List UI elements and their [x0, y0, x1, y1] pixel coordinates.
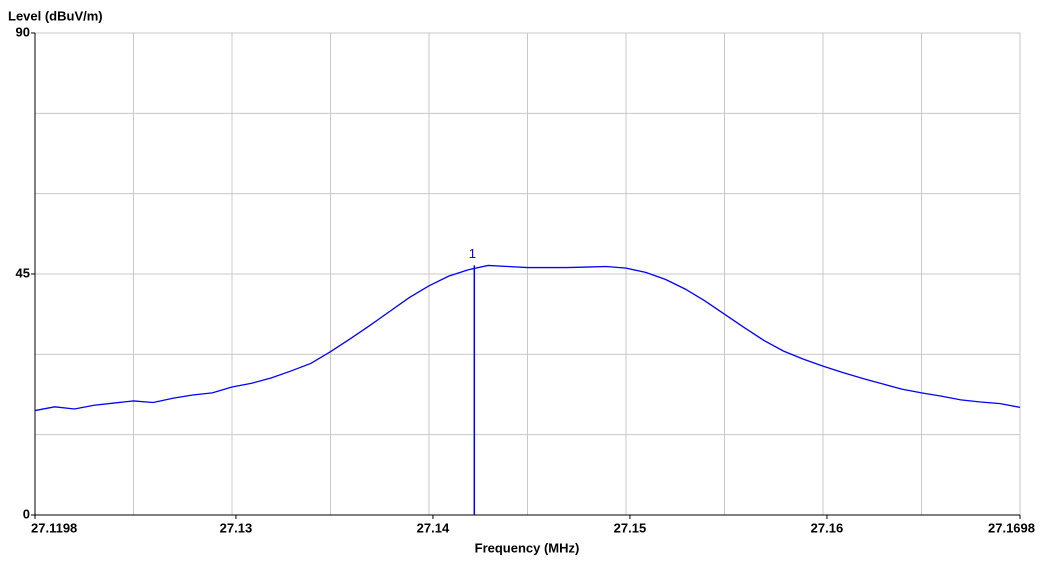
y-tick-label: 0: [23, 506, 30, 521]
trace: [34, 264, 1021, 412]
x-tick-label: 27.1198: [31, 520, 77, 535]
x-tick-label: 27.1698: [988, 520, 1035, 535]
x-tick-label: 27.13: [220, 520, 253, 535]
marker-label: 1: [469, 246, 476, 261]
x-axis-label: Frequency (MHz): [475, 540, 580, 555]
y-tick-label: 90: [16, 24, 30, 39]
x-tick-label: 27.15: [614, 520, 647, 535]
x-tick-label: 27.16: [811, 520, 844, 535]
y-axis-label: Level (dBuV/m): [8, 8, 103, 23]
y-tick-label: 45: [16, 265, 30, 280]
x-tick-label: 27.14: [417, 520, 450, 535]
